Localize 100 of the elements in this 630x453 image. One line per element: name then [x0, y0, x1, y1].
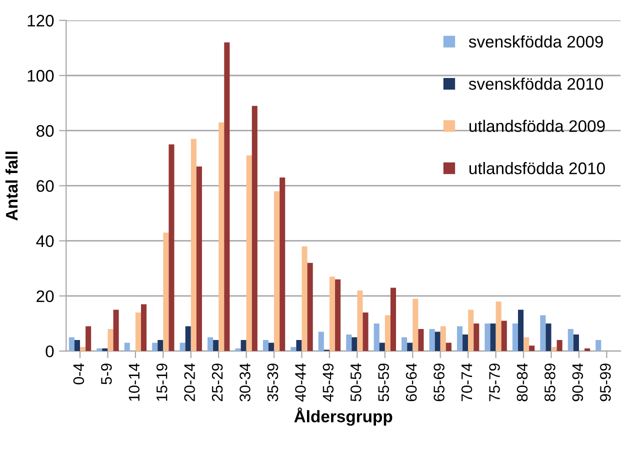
bar [152, 342, 158, 352]
bar [180, 342, 186, 352]
x-tick-label: 0-4 [73, 363, 84, 384]
bar [318, 332, 324, 352]
bar [335, 279, 341, 352]
bar [374, 324, 380, 352]
bar [190, 138, 196, 352]
bar [102, 348, 108, 352]
bar [357, 290, 363, 352]
y-tick-label: 0 [46, 345, 54, 358]
bar [568, 329, 574, 352]
x-tick-label: 35-39 [267, 364, 278, 402]
bar [280, 177, 286, 352]
bar [158, 340, 164, 352]
x-tick-label: 65-69 [434, 364, 444, 402]
bar [262, 340, 269, 352]
bar [302, 246, 308, 352]
y-tick-label: 80 [36, 125, 54, 137]
bar [390, 288, 396, 352]
bar [501, 320, 507, 352]
bar [135, 312, 141, 352]
y-tick-label: 60 [36, 180, 54, 192]
bar [352, 337, 358, 352]
bar [540, 315, 546, 352]
bar [524, 337, 530, 352]
x-tick-label: 85-89 [544, 364, 556, 402]
bar [407, 342, 413, 352]
y-tick-label: 40 [36, 235, 54, 248]
y-axis-title: Antal fall [5, 152, 18, 220]
bar [274, 191, 280, 352]
bar [474, 324, 480, 352]
bar [246, 155, 252, 352]
bar [296, 340, 302, 352]
bar [402, 337, 408, 352]
bar [74, 340, 80, 352]
bar [584, 348, 590, 352]
x-tick-label: 55-59 [378, 364, 390, 402]
bar [185, 326, 191, 352]
bar [446, 342, 452, 352]
x-tick-label: 60-64 [406, 363, 417, 402]
bar [551, 346, 557, 352]
bar [68, 337, 74, 352]
x-tick-label: 20-24 [184, 363, 195, 402]
bar [86, 326, 92, 352]
x-tick-label: 75-79 [489, 364, 500, 402]
y-tick-label: 100 [28, 70, 54, 82]
bar [80, 346, 86, 352]
bar [429, 329, 435, 352]
bar [596, 340, 602, 352]
x-axis-title: Åldersgrupp [294, 408, 392, 426]
bar [573, 334, 579, 352]
bar [484, 324, 490, 352]
x-tick-label: 40-44 [295, 363, 306, 402]
bar [434, 332, 440, 352]
bar [529, 346, 535, 352]
bar [468, 310, 474, 352]
bar [168, 144, 174, 352]
bar [252, 106, 258, 352]
bar [384, 315, 390, 352]
bar [113, 310, 119, 352]
bar [96, 348, 102, 352]
bar [440, 326, 446, 352]
bar [490, 324, 496, 352]
x-tick-label: 70-74 [461, 363, 472, 402]
bar [346, 334, 352, 352]
bar [290, 346, 296, 352]
bar [418, 329, 424, 352]
bar [218, 122, 224, 352]
bar [108, 329, 114, 352]
y-tick-label: 120 [28, 14, 54, 27]
x-tick-label: 90-94 [572, 363, 584, 402]
bar [235, 348, 241, 352]
bar [140, 304, 147, 352]
x-tick-label: 30-34 [240, 363, 250, 402]
bar [307, 262, 313, 352]
bar [240, 340, 246, 352]
bar [163, 232, 169, 352]
x-tick-label: 95-99 [600, 364, 611, 402]
bar [196, 166, 202, 352]
bar [457, 326, 463, 352]
bar [546, 324, 552, 352]
bar [124, 342, 130, 352]
bar [224, 42, 230, 352]
legend-label: utlandsfödda 2010 [469, 162, 605, 174]
x-tick-label: 45-49 [322, 364, 334, 402]
bar [556, 340, 562, 352]
legend-label: utlandsfödda 2009 [469, 120, 605, 132]
bar [496, 301, 502, 352]
x-tick-label: 50-54 [350, 363, 362, 402]
bar [362, 312, 368, 352]
x-tick-label: 15-19 [156, 364, 168, 401]
legend-label: svenskfödda 2010 [468, 78, 604, 90]
bar [268, 342, 274, 352]
bar [208, 337, 214, 352]
bar [329, 276, 336, 352]
x-tick-label: 80-84 [516, 363, 528, 402]
legend-label: svenskfödda 2009 [468, 35, 603, 48]
x-tick-label: 5-9 [101, 364, 112, 384]
bar [412, 298, 418, 352]
bar [462, 334, 468, 352]
